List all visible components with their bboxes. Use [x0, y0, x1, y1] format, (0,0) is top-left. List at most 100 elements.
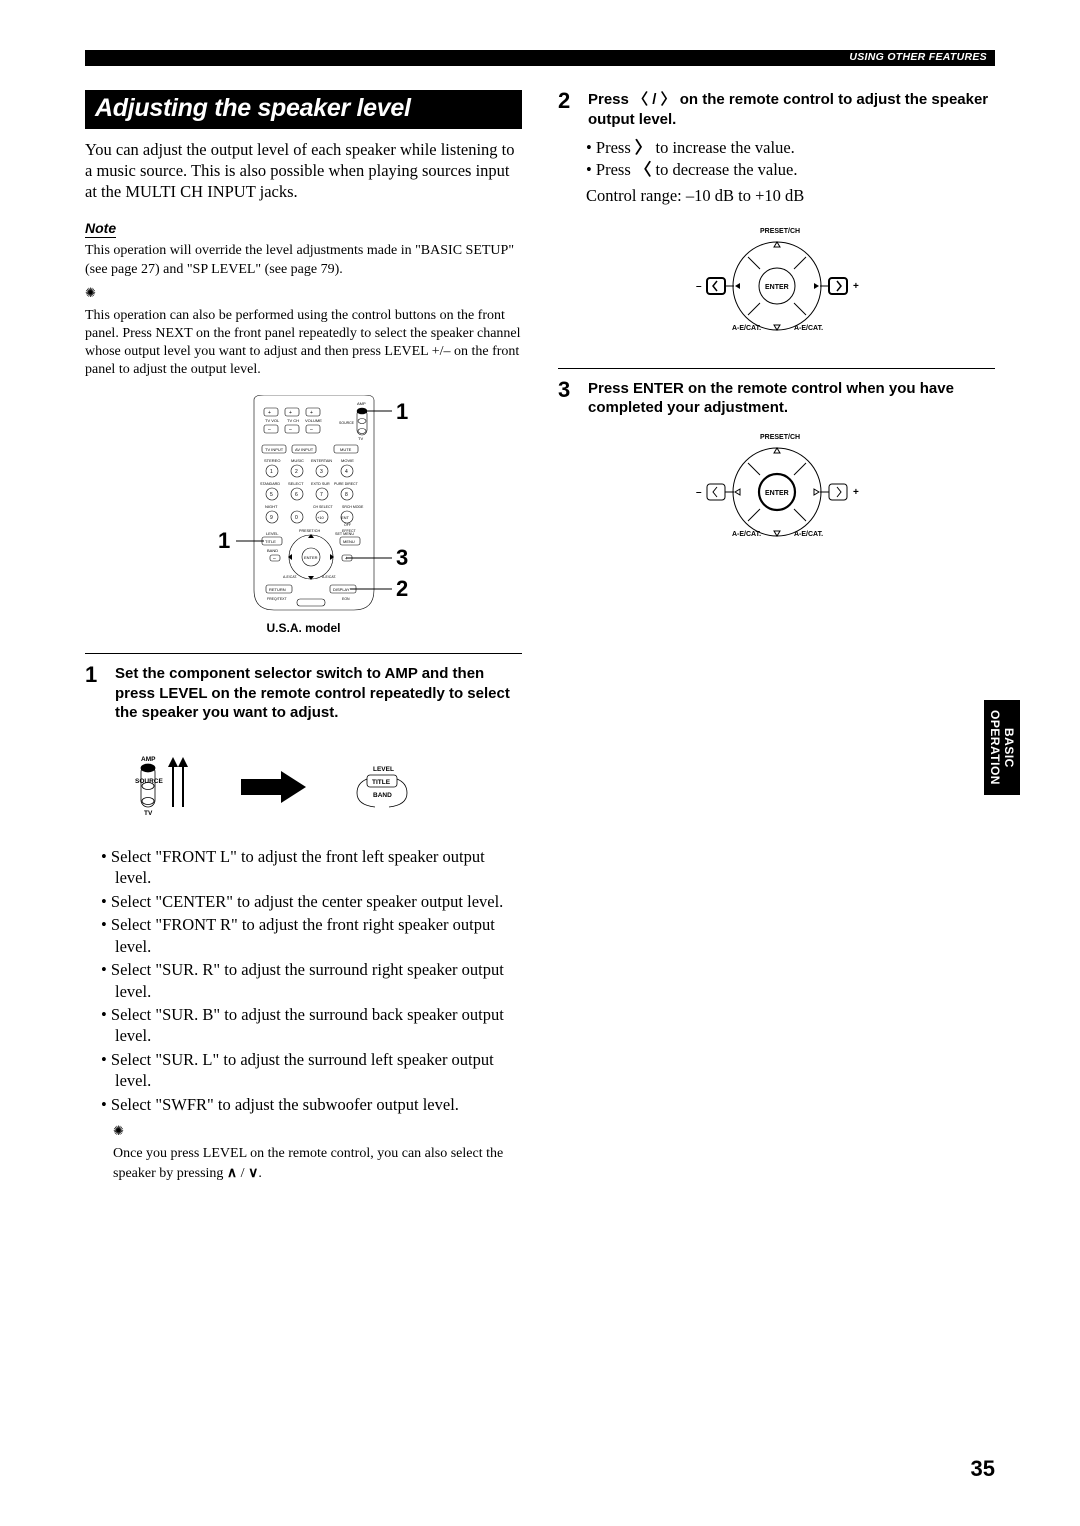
step-3-heading: Press ENTER on the remote control when y…	[588, 379, 995, 418]
control-range: Control range: –10 dB to +10 dB	[558, 186, 995, 206]
svg-text:+: +	[310, 410, 313, 416]
svg-text:+10: +10	[317, 515, 325, 520]
svg-text:TV: TV	[144, 810, 153, 817]
svg-text:RETURN: RETURN	[269, 587, 286, 592]
header-bar: USING OTHER FEATURES	[85, 50, 995, 66]
section-tab: BASICOPERATION	[984, 700, 1020, 795]
svg-text:LEVEL: LEVEL	[373, 766, 394, 773]
svg-text:TITLE: TITLE	[372, 779, 391, 786]
svg-text:6: 6	[295, 492, 298, 498]
svg-text:BAND: BAND	[373, 792, 392, 799]
dpad-figure-enter: PRESET/CH ENTER – + A-E/CAT. A-E/CAT.	[662, 430, 892, 550]
remote-control-figure: + + + – – – TV VOL TV CH VOLUME AMP SOUR…	[174, 395, 434, 615]
tip1-text: This operation can also be performed usi…	[85, 307, 522, 380]
svg-text:TV INPUT: TV INPUT	[265, 447, 284, 452]
list-item: Select "SUR. R" to adjust the surround r…	[115, 959, 522, 1002]
svg-text:–: –	[310, 427, 313, 433]
svg-text:PRESET/CH: PRESET/CH	[760, 228, 800, 235]
svg-text:OFF: OFF	[344, 523, 351, 527]
svg-text:TV: TV	[358, 436, 363, 441]
svg-text:FREQ/TEXT: FREQ/TEXT	[267, 597, 288, 601]
svg-text:MENU: MENU	[343, 539, 355, 544]
left-column: Adjusting the speaker level You can adju…	[85, 90, 522, 1192]
step-3: 3 Press ENTER on the remote control when…	[558, 379, 995, 418]
svg-text:9: 9	[270, 515, 273, 521]
list-item: Press 〉 to increase the value.	[600, 137, 995, 159]
svg-text:PRESET/CH: PRESET/CH	[299, 529, 320, 533]
svg-text:VOLUME: VOLUME	[305, 418, 322, 423]
svg-text:LEVEL: LEVEL	[266, 531, 279, 536]
svg-text:AMP: AMP	[357, 401, 366, 406]
svg-text:+: +	[853, 281, 859, 292]
svg-text:MUSIC: MUSIC	[291, 458, 304, 463]
svg-text:ENTER: ENTER	[765, 490, 789, 497]
note-label: Note	[85, 220, 116, 238]
step-2: 2 Press 〈 / 〉 on the remote control to a…	[558, 90, 995, 129]
svg-text:8: 8	[345, 492, 348, 498]
right-column: 2 Press 〈 / 〉 on the remote control to a…	[558, 90, 995, 1192]
list-item: Select "SUR. L" to adjust the surround l…	[115, 1049, 522, 1092]
svg-text:+: +	[345, 556, 348, 562]
tip-icon	[85, 1125, 522, 1144]
step-1-heading: Set the component selector switch to AMP…	[115, 664, 522, 723]
step-1-number: 1	[85, 664, 103, 686]
svg-text:–: –	[268, 427, 271, 433]
step-2-heading: Press 〈 / 〉 on the remote control to adj…	[588, 90, 995, 129]
list-item: Select "CENTER" to adjust the center spe…	[115, 891, 522, 912]
svg-text:EXTD SUR: EXTD SUR	[311, 482, 330, 486]
svg-text:ENTER: ENTER	[304, 555, 318, 560]
svg-text:A-E/CAT.: A-E/CAT.	[283, 575, 297, 579]
svg-text:PRESET/CH: PRESET/CH	[760, 434, 800, 441]
svg-text:–: –	[289, 427, 292, 433]
svg-text:TV VOL: TV VOL	[265, 418, 280, 423]
svg-text:–: –	[696, 281, 702, 292]
svg-text:STANDARD: STANDARD	[260, 482, 280, 486]
step-1-tip: Once you press LEVEL on the remote contr…	[85, 1145, 522, 1183]
note-text: This operation will override the level a…	[85, 242, 522, 278]
svg-text:+: +	[268, 410, 271, 416]
two-column-layout: Adjusting the speaker level You can adju…	[85, 90, 995, 1192]
svg-text:CH SELECT: CH SELECT	[313, 505, 334, 509]
svg-text:DISPLAY: DISPLAY	[333, 587, 350, 592]
step-3-number: 3	[558, 379, 576, 401]
svg-text:NIGHT: NIGHT	[265, 504, 278, 509]
svg-text:5: 5	[270, 492, 273, 498]
step-2-number: 2	[558, 90, 576, 112]
svg-text:A-E/CAT.: A-E/CAT.	[732, 325, 761, 332]
svg-text:SOURCE: SOURCE	[135, 778, 163, 785]
divider	[85, 653, 522, 654]
svg-text:+: +	[853, 487, 859, 498]
list-item: Press 〈 to decrease the value.	[600, 159, 995, 181]
list-item: Select "FRONT R" to adjust the front rig…	[115, 914, 522, 957]
remote-caption: U.S.A. model	[85, 621, 522, 635]
svg-text:1: 1	[396, 399, 408, 424]
list-item: Select "FRONT L" to adjust the front lef…	[115, 846, 522, 889]
svg-text:A-E/CAT.: A-E/CAT.	[322, 575, 336, 579]
header-section: USING OTHER FEATURES	[849, 51, 987, 63]
step-1: 1 Set the component selector switch to A…	[85, 664, 522, 723]
svg-text:3: 3	[396, 545, 408, 570]
svg-text:AV INPUT: AV INPUT	[295, 447, 314, 452]
svg-text:TITLE: TITLE	[265, 539, 276, 544]
svg-text:MUTE: MUTE	[340, 447, 352, 452]
page-title: Adjusting the speaker level	[85, 90, 522, 129]
list-item: Select "SWFR" to adjust the subwoofer ou…	[115, 1094, 522, 1115]
svg-text:+: +	[289, 410, 292, 416]
step-2-bullets: Press 〉 to increase the value. Press 〈 t…	[558, 137, 995, 182]
list-item: Select "SUR. B" to adjust the surround b…	[115, 1004, 522, 1047]
selector-switch-figure: AMP SOURCE TV LEVEL TITLE BAND	[111, 749, 431, 829]
svg-text:MOVIE: MOVIE	[341, 458, 354, 463]
svg-text:STEREO: STEREO	[264, 458, 280, 463]
svg-text:ENTER: ENTER	[765, 284, 789, 291]
svg-text:A-E/CAT.: A-E/CAT.	[794, 531, 823, 538]
svg-text:SRCH MODE: SRCH MODE	[342, 505, 364, 509]
svg-text:3: 3	[320, 469, 323, 475]
svg-text:0: 0	[295, 515, 298, 521]
svg-text:SET MENU: SET MENU	[335, 532, 354, 536]
divider	[558, 368, 995, 369]
svg-text:2: 2	[396, 576, 408, 601]
svg-text:SOURCE: SOURCE	[339, 421, 355, 425]
svg-text:A-E/CAT.: A-E/CAT.	[732, 531, 761, 538]
svg-text:–: –	[696, 487, 702, 498]
svg-text:A-E/CAT.: A-E/CAT.	[794, 325, 823, 332]
